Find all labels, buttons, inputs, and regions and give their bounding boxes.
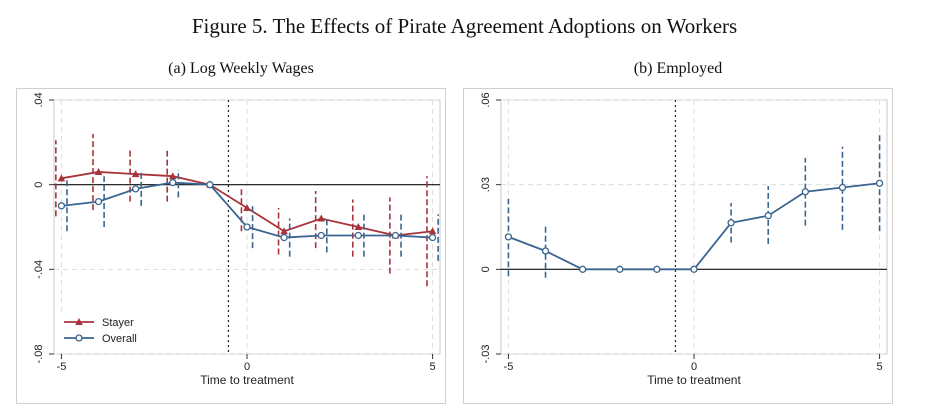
panel-frame xyxy=(16,88,446,404)
panel-b-title: (b) Employed xyxy=(633,60,723,77)
legend-box xyxy=(59,311,161,349)
data-point xyxy=(838,183,847,192)
data-point xyxy=(727,219,735,227)
data-point xyxy=(57,174,66,182)
legend-marker xyxy=(75,318,83,325)
data-point xyxy=(764,212,772,220)
data-point xyxy=(541,247,550,255)
legend-marker xyxy=(75,334,83,342)
data-point xyxy=(504,233,513,241)
data-point xyxy=(653,265,661,273)
y-tick-label: -.03 xyxy=(480,345,492,364)
x-axis-label: Time to treatment xyxy=(200,373,294,387)
y-tick-label: 0 xyxy=(480,266,492,272)
data-point xyxy=(280,233,288,242)
figure-title: Figure 5. The Effects of Pirate Agreemen… xyxy=(191,14,738,38)
data-point xyxy=(280,227,288,235)
data-point xyxy=(391,231,400,240)
y-tick-label: -.08 xyxy=(33,345,45,364)
x-tick-label: 5 xyxy=(877,361,883,373)
data-point xyxy=(354,223,363,230)
data-point xyxy=(317,214,326,222)
data-point xyxy=(168,172,177,180)
data-point xyxy=(317,231,325,240)
y-tick-label: .06 xyxy=(480,92,492,107)
wages-chart: -.08 -.04 0 .04 -5 0 5 Time to treatment Stayer O… xyxy=(16,88,446,404)
data-point xyxy=(428,233,437,242)
data-point xyxy=(57,202,66,210)
data-point xyxy=(690,265,698,273)
data-point xyxy=(428,227,437,235)
data-point xyxy=(243,203,251,211)
data-point xyxy=(94,197,103,206)
legend-label: Stayer xyxy=(102,317,134,329)
data-point xyxy=(801,188,809,196)
data-point xyxy=(354,231,362,240)
data-point xyxy=(206,181,214,189)
y-tick-label: 0 xyxy=(33,182,45,188)
data-point xyxy=(579,265,587,273)
x-tick-label: 0 xyxy=(244,361,250,373)
data-point xyxy=(169,178,177,187)
panel-a-title: (a) Log Weekly Wages xyxy=(168,60,314,77)
data-point xyxy=(131,170,140,178)
x-axis-label: Time to treatment xyxy=(647,373,741,387)
x-tick-label: 5 xyxy=(430,361,436,373)
panel-frame xyxy=(463,88,893,404)
legend-label: Overall xyxy=(102,333,137,345)
x-tick-label: -5 xyxy=(504,361,514,373)
data-point xyxy=(616,265,624,273)
y-tick-label: .04 xyxy=(33,92,45,107)
data-point xyxy=(94,167,103,175)
data-point xyxy=(875,179,884,187)
employed-chart: -.03 0 .03 .06 -5 0 5 Time to treatment xyxy=(463,88,893,404)
x-tick-label: 0 xyxy=(691,361,697,373)
y-tick-label: .03 xyxy=(480,177,492,192)
data-point xyxy=(132,185,140,193)
x-tick-label: -5 xyxy=(57,361,67,373)
data-point xyxy=(243,223,251,231)
y-tick-label: -.04 xyxy=(33,260,45,279)
